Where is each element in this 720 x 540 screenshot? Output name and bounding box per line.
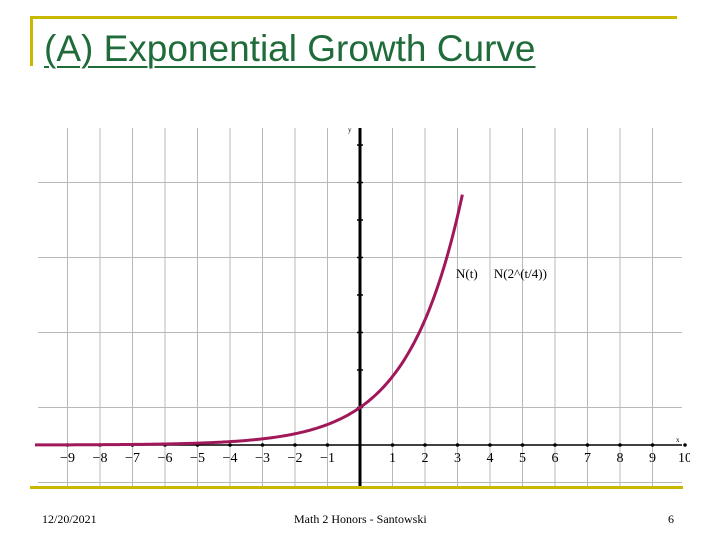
y-axis-label: y <box>348 126 352 134</box>
x-tick-label: 8 <box>617 451 624 466</box>
x-tick-label: −1 <box>320 451 335 466</box>
x-tick-mark <box>650 443 655 447</box>
x-tick-mark <box>553 443 557 447</box>
x-tick-label: 7 <box>584 451 591 466</box>
x-tick-label: 1 <box>389 451 396 466</box>
x-tick-mark <box>683 443 687 447</box>
x-tick-label: −8 <box>93 451 108 466</box>
chart-area: −9 −8 −7 −6 −5 −4 −3 −2 −1 1 2 3 4 5 6 7 8 9 10 N(t) N(2^(… <box>30 120 692 490</box>
x-tick-label: 9 <box>649 451 656 466</box>
x-tick-label: 2 <box>422 451 429 466</box>
x-tick-label: −2 <box>288 451 303 466</box>
axes <box>38 128 682 486</box>
x-tick-label: −6 <box>158 451 173 466</box>
x-tick-mark <box>260 443 265 447</box>
function-annotation: N(t) N(2^(t/4)) <box>456 266 547 281</box>
page-number: 6 <box>668 512 674 526</box>
x-tick-mark <box>390 443 395 447</box>
x-tick-label: −3 <box>255 451 270 466</box>
x-tick-label: 3 <box>454 451 461 466</box>
x-tick-mark <box>455 443 460 447</box>
x-tick-label: 6 <box>552 451 559 466</box>
x-tick-mark <box>228 443 232 447</box>
x-tick-mark <box>293 443 297 447</box>
x-tick-label: −5 <box>190 451 205 466</box>
x-tick-label: 10 <box>678 451 690 466</box>
tick-labels: −9 −8 −7 −6 −5 −4 −3 −2 −1 1 2 3 4 5 6 7 8 9 10 <box>60 451 692 466</box>
x-tick-label: −7 <box>125 451 140 466</box>
growth-curve <box>35 194 464 447</box>
x-tick-label: 4 <box>487 451 494 466</box>
bottom-border <box>30 486 683 489</box>
left-border <box>30 16 33 66</box>
footer-center-text: Math 2 Honors - Santowski <box>294 512 427 526</box>
x-tick-label: −4 <box>223 451 238 466</box>
slide-title: (A) Exponential Growth Curve <box>44 28 536 69</box>
x-tick-label: 5 <box>519 451 526 466</box>
footer-date: 12/20/2021 <box>42 512 97 526</box>
x-tick-mark <box>618 443 622 447</box>
x-tick-mark <box>520 443 525 447</box>
tick-marks <box>65 144 687 447</box>
exponential-chart: −9 −8 −7 −6 −5 −4 −3 −2 −1 1 2 3 4 5 6 7 8 9 10 N(t) N(2^(… <box>35 126 692 486</box>
x-tick-mark <box>423 443 427 447</box>
top-border <box>30 16 677 19</box>
x-tick-mark <box>325 443 330 447</box>
x-tick-mark <box>488 443 492 447</box>
x-tick-mark <box>585 443 590 447</box>
x-axis-label: x <box>676 436 680 444</box>
x-tick-label: −9 <box>60 451 75 466</box>
